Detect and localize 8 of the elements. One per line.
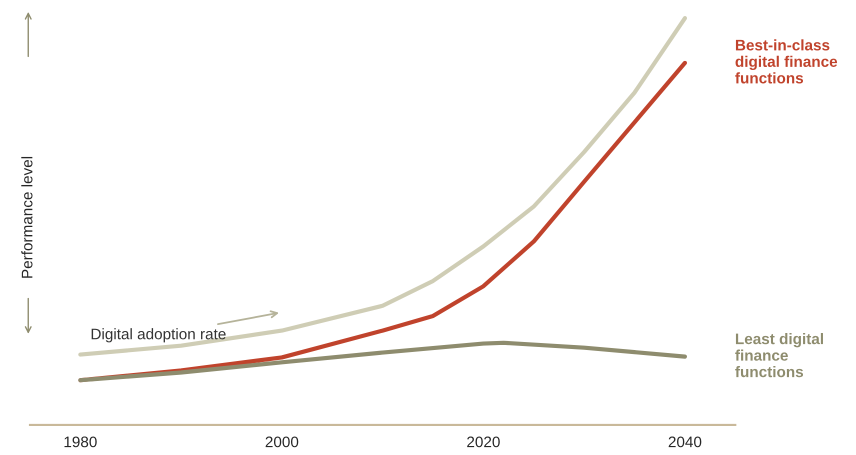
series-label: Digital adoption rate — [92, 328, 226, 342]
x-tick-label: 2000 — [266, 436, 298, 448]
x-tick-label: 2040 — [668, 436, 702, 448]
text: Best-in-class digital finance functions — [735, 39, 838, 84]
x-tick-label: 2020 — [467, 436, 500, 448]
y-axis-title: Performance level — [21, 156, 32, 278]
text: Least digital finance functions — [735, 333, 823, 378]
x-tick-label: 1980 — [64, 436, 97, 448]
